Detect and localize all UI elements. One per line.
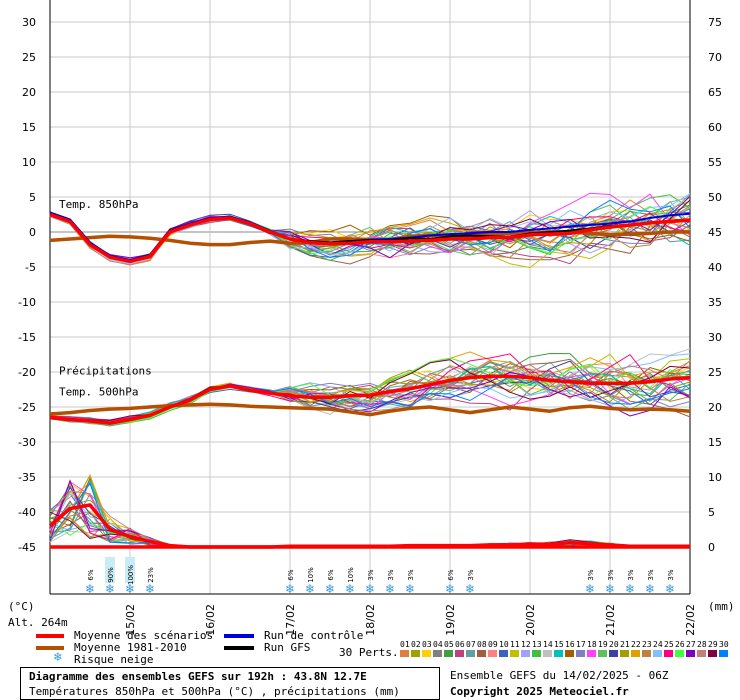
left-tick-label: 30 [22,16,36,29]
left-tick-label: -10 [18,296,36,309]
x-tick-label: 20/02 [524,604,537,636]
snow-risk-label: 3% [587,569,595,580]
series-line-5 [49,402,691,417]
snow-risk-label: 3% [467,569,475,580]
left-tick-label: -30 [18,436,36,449]
snowflake-icon: ❄ [285,582,295,596]
snow-risk-label: 6% [287,569,295,580]
snow-risk-label: 6% [87,569,95,580]
x-tick-label: 16/02 [204,604,217,636]
snow-risk-label: 3% [407,569,415,580]
snow-risk-label: 90% [107,567,115,583]
snow-risk-label: 3% [627,569,635,580]
series-line-4 [49,374,691,425]
snow-risk-label: 10% [307,567,315,583]
right-tick-label: 25 [708,366,722,379]
left-tick-label: 25 [22,51,36,64]
snowflake-icon: ❄ [665,582,675,596]
left-tick-label: 10 [22,156,36,169]
snow-risk-label: 3% [367,569,375,580]
right-tick-label: 75 [708,16,722,29]
snow-risk-label: 10% [347,567,355,583]
snowflake-icon: ❄ [145,582,155,596]
right-tick-label: 70 [708,51,722,64]
right-tick-label: 0 [708,541,715,554]
x-tick-label: 21/02 [604,604,617,636]
snowflake-icon: ❄ [305,582,315,596]
snow-risk-label: 23% [147,567,155,583]
snow-risk-label: 3% [607,569,615,580]
right-tick-label: 45 [708,226,722,239]
panel-label: Précipitations [59,365,152,378]
snowflake-icon: ❄ [605,582,615,596]
snow-risk-highlight [105,557,115,583]
snowflake-icon: ❄ [85,582,95,596]
right-tick-label: 35 [708,296,722,309]
precip-mean-line [48,503,690,549]
snowflake-icon: ❄ [625,582,635,596]
snow-risk-label: 6% [327,569,335,580]
right-tick-label: 50 [708,191,722,204]
x-tick-label: 19/02 [444,604,457,636]
left-tick-label: -5 [25,261,36,274]
left-tick-label: -40 [18,506,36,519]
snow-risk-label: 6% [447,569,455,580]
snowflake-icon: ❄ [445,582,455,596]
left-tick-label: -15 [18,331,36,344]
snowflake-icon: ❄ [585,582,595,596]
right-tick-label: 55 [708,156,722,169]
left-tick-label: -20 [18,366,36,379]
left-tick-label: 15 [22,121,36,134]
right-tick-label: 20 [708,401,722,414]
x-tick-label: 17/02 [284,604,297,636]
snowflake-icon: ❄ [385,582,395,596]
right-tick-label: 15 [708,436,722,449]
snowflake-icon: ❄ [345,582,355,596]
right-tick-label: 60 [708,121,722,134]
snow-risk-label: 3% [667,569,675,580]
x-tick-label: 22/02 [684,604,697,636]
left-tick-label: 20 [22,86,36,99]
right-tick-label: 5 [708,506,715,519]
left-tick-label: -35 [18,471,36,484]
x-tick-label: 15/02 [124,604,137,636]
snowflake-icon: ❄ [405,582,415,596]
snow-risk-highlight [125,557,135,583]
snowflake-icon: ❄ [125,582,135,596]
right-tick-label: 65 [708,86,722,99]
right-tick-label: 30 [708,331,722,344]
series-line-0 [49,212,691,264]
right-tick-label: 40 [708,261,722,274]
x-tick-label: 18/02 [364,604,377,636]
panel-label: Temp. 500hPa [59,386,138,399]
snowflake-icon: ❄ [105,582,115,596]
snowflake-icon: ❄ [325,582,335,596]
left-tick-label: -25 [18,401,36,414]
snowflake-icon: ❄ [465,582,475,596]
left-tick-label: -45 [18,541,36,554]
panel-label: Temp. 850hPa [59,198,138,211]
perturbation-line-26-t500 [49,357,691,425]
snowflake-icon: ❄ [365,582,375,596]
left-tick-label: 0 [29,226,36,239]
snowflake-icon: ❄ [645,582,655,596]
snow-risk-label: 3% [647,569,655,580]
right-tick-label: 10 [708,471,722,484]
left-tick-label: 5 [29,191,36,204]
snow-risk-label: 100% [127,565,135,585]
snow-risk-label: 3% [387,569,395,580]
